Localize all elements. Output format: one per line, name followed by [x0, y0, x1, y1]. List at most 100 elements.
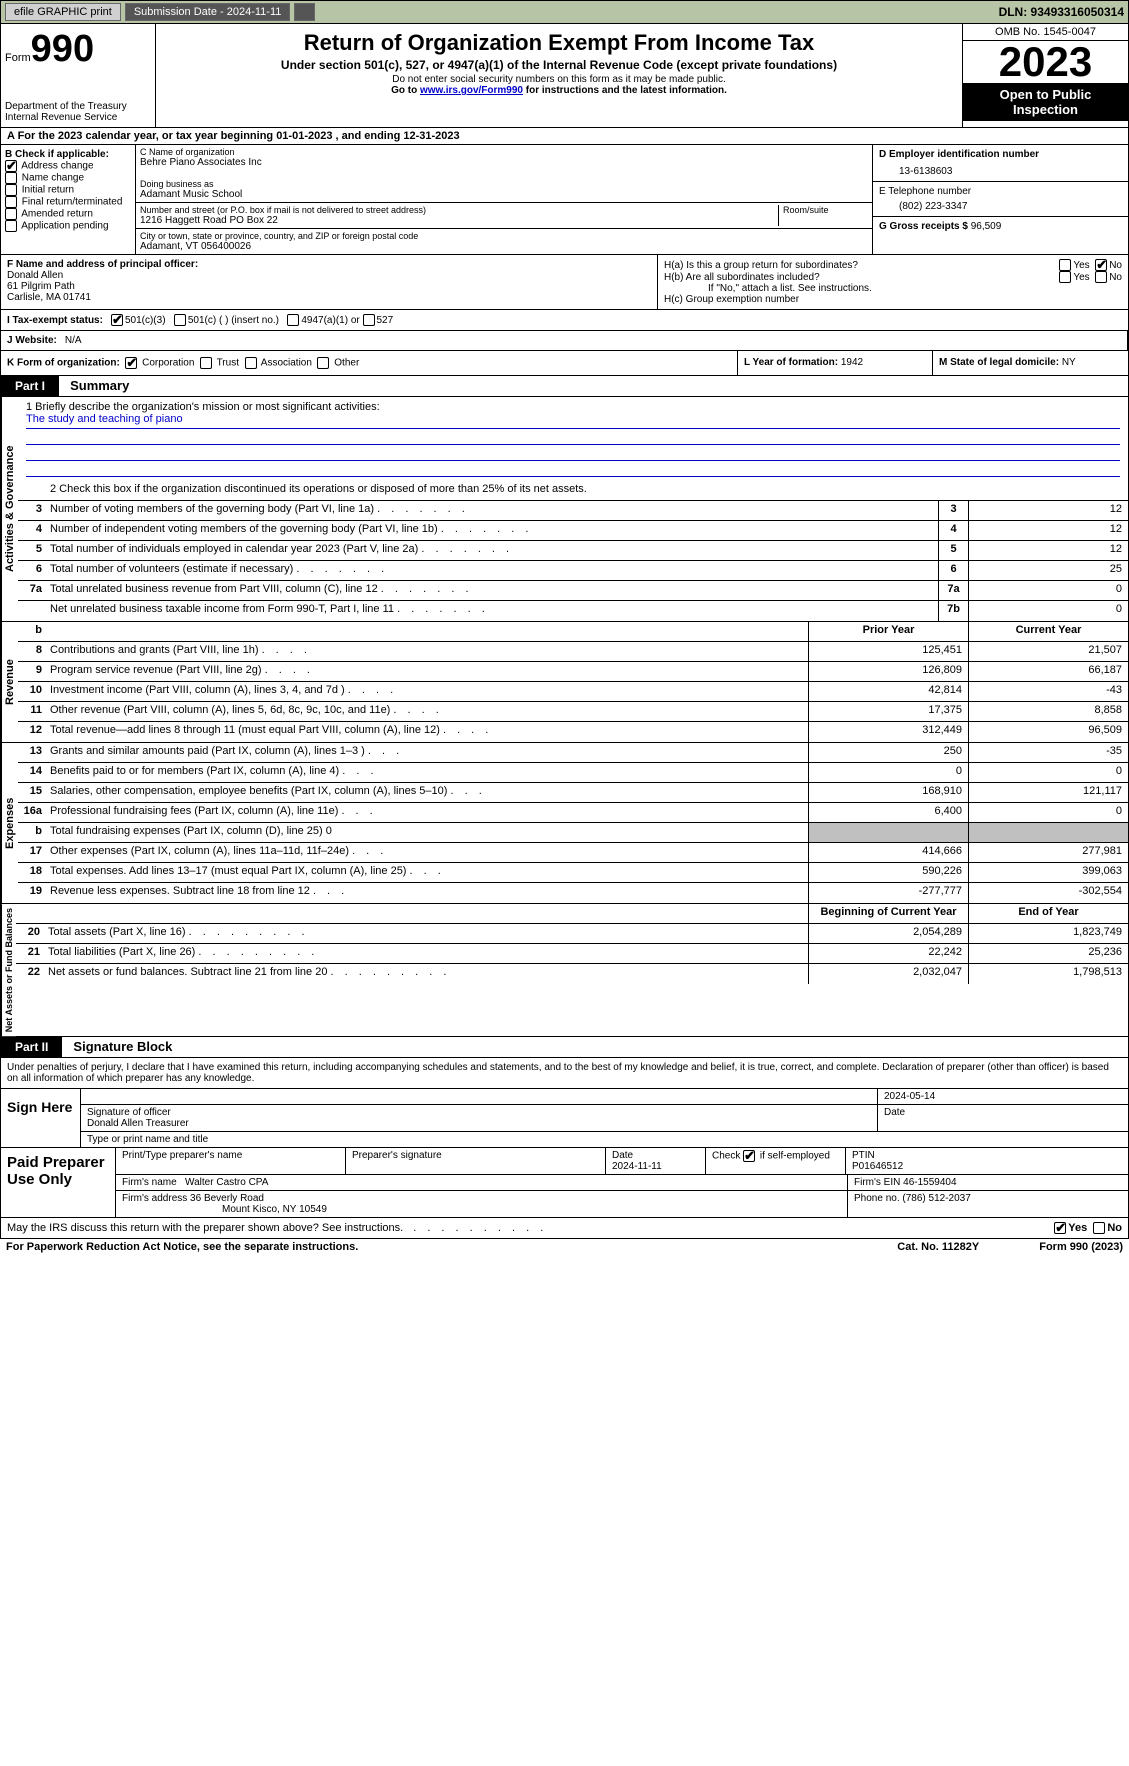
- row-i: I Tax-exempt status: 501(c)(3) 501(c) ( …: [0, 310, 1129, 331]
- summary-row: bTotal fundraising expenses (Part IX, co…: [18, 823, 1128, 843]
- officer-addr1: 61 Pilgrim Path: [7, 281, 651, 292]
- chk-hb-yes[interactable]: [1059, 271, 1071, 283]
- chk-hb-no[interactable]: [1095, 271, 1107, 283]
- summary-row: 8Contributions and grants (Part VIII, li…: [18, 642, 1128, 662]
- chk-501c[interactable]: [174, 314, 186, 326]
- summary-row: 18Total expenses. Add lines 13–17 (must …: [18, 863, 1128, 883]
- firm-addr1: 36 Beverly Road: [190, 1193, 264, 1204]
- part1-title: Summary: [62, 378, 129, 393]
- chk-501c3[interactable]: [111, 314, 123, 326]
- vert-net: Net Assets or Fund Balances: [1, 904, 16, 1036]
- form-ref: Form 990 (2023): [1039, 1241, 1123, 1253]
- website-value: N/A: [65, 335, 82, 346]
- summary-row: 6Total number of volunteers (estimate if…: [18, 561, 1128, 581]
- summary-rev: Revenue bPrior YearCurrent Year 8Contrib…: [0, 622, 1129, 743]
- chk-4947[interactable]: [287, 314, 299, 326]
- summary-row: 4Number of independent voting members of…: [18, 521, 1128, 541]
- summary-row: 13Grants and similar amounts paid (Part …: [18, 743, 1128, 763]
- row-j: J Website: N/A: [0, 331, 1129, 351]
- col-c: C Name of organizationBehre Piano Associ…: [136, 145, 873, 254]
- chk-corp[interactable]: [125, 357, 137, 369]
- summary-row: 20Total assets (Part X, line 16) . . . .…: [16, 924, 1128, 944]
- preparer-block: Paid Preparer Use Only Print/Type prepar…: [0, 1148, 1129, 1218]
- state-domicile: NY: [1062, 357, 1076, 368]
- row-fh: F Name and address of principal officer:…: [0, 255, 1129, 310]
- summary-row: 16aProfessional fundraising fees (Part I…: [18, 803, 1128, 823]
- chk-ha-yes[interactable]: [1059, 259, 1071, 271]
- chk-may-no[interactable]: [1093, 1222, 1105, 1234]
- cat-no: Cat. No. 11282Y: [897, 1241, 979, 1253]
- firm-phone: (786) 512-2037: [902, 1193, 970, 1204]
- paid-preparer-label: Paid Preparer Use Only: [1, 1148, 116, 1217]
- part2-bar: Part II Signature Block: [0, 1037, 1129, 1058]
- year-formation: 1942: [841, 357, 863, 368]
- chk-other[interactable]: [317, 357, 329, 369]
- topbar: efile GRAPHIC print Submission Date - 20…: [0, 0, 1129, 24]
- firm-addr2: Mount Kisco, NY 10549: [122, 1204, 327, 1215]
- officer-signature-name: Donald Allen Treasurer: [87, 1118, 189, 1129]
- summary-row: 5Total number of individuals employed in…: [18, 541, 1128, 561]
- ein-value: 13-6138603: [879, 160, 1122, 177]
- summary-row: 9Program service revenue (Part VIII, lin…: [18, 662, 1128, 682]
- summary-net: Net Assets or Fund Balances Beginning of…: [0, 904, 1129, 1037]
- chk-app-pending[interactable]: [5, 220, 17, 232]
- mission-text: The study and teaching of piano: [26, 413, 1120, 429]
- chk-name-change[interactable]: [5, 172, 17, 184]
- summary-row: 12Total revenue—add lines 8 through 11 (…: [18, 722, 1128, 742]
- efile-print-button[interactable]: efile GRAPHIC print: [5, 3, 121, 21]
- col-b: B Check if applicable: Address change Na…: [1, 145, 136, 254]
- chk-initial-return[interactable]: [5, 184, 17, 196]
- declaration: Under penalties of perjury, I declare th…: [0, 1058, 1129, 1089]
- chk-final-return[interactable]: [5, 196, 17, 208]
- chk-self-employed[interactable]: [743, 1150, 755, 1162]
- street-address: 1216 Haggett Road PO Box 22: [140, 215, 778, 226]
- footer: For Paperwork Reduction Act Notice, see …: [0, 1239, 1129, 1255]
- summary-row: 14Benefits paid to or for members (Part …: [18, 763, 1128, 783]
- summary-row: 19Revenue less expenses. Subtract line 1…: [18, 883, 1128, 903]
- sign-here-label: Sign Here: [1, 1089, 81, 1147]
- officer-addr2: Carlisle, MA 01741: [7, 292, 651, 303]
- chk-address-change[interactable]: [5, 160, 17, 172]
- summary-row: 7aTotal unrelated business revenue from …: [18, 581, 1128, 601]
- gross-receipts: 96,509: [971, 221, 1002, 232]
- vert-gov: Activities & Governance: [1, 397, 18, 621]
- part2-title: Signature Block: [65, 1039, 172, 1054]
- summary-row: 17Other expenses (Part IX, column (A), l…: [18, 843, 1128, 863]
- chk-assoc[interactable]: [245, 357, 257, 369]
- header-center: Return of Organization Exempt From Incom…: [156, 24, 963, 127]
- open-to-public: Open to Public Inspection: [963, 83, 1128, 121]
- ptin-value: P01646512: [852, 1161, 903, 1172]
- header-right: OMB No. 1545-0047 2023 Open to Public In…: [963, 24, 1128, 127]
- chk-ha-no[interactable]: [1095, 259, 1107, 271]
- paperwork-notice: For Paperwork Reduction Act Notice, see …: [6, 1241, 358, 1253]
- chk-527[interactable]: [363, 314, 375, 326]
- firm-ein: 46-1559404: [903, 1177, 956, 1188]
- officer-name: Donald Allen: [7, 270, 651, 281]
- summary-row: 22Net assets or fund balances. Subtract …: [16, 964, 1128, 984]
- org-name: Behre Piano Associates Inc: [140, 157, 868, 168]
- dept-text: Department of the Treasury Internal Reve…: [5, 101, 151, 123]
- form-header: Form990 Department of the Treasury Inter…: [0, 24, 1129, 128]
- part2-hdr: Part II: [1, 1037, 62, 1057]
- tax-year: 2023: [963, 41, 1128, 83]
- b-label: B Check if applicable:: [5, 149, 131, 160]
- summary-row: 10Investment income (Part VIII, column (…: [18, 682, 1128, 702]
- blank-button[interactable]: [294, 3, 315, 21]
- form-subtitle: Under section 501(c), 527, or 4947(a)(1)…: [160, 58, 958, 72]
- form-number: 990: [31, 28, 94, 70]
- vert-rev: Revenue: [1, 622, 18, 742]
- submission-date-button[interactable]: Submission Date - 2024-11-11: [125, 3, 291, 21]
- irs-link[interactable]: www.irs.gov/Form990: [420, 85, 523, 96]
- summary-row: 15Salaries, other compensation, employee…: [18, 783, 1128, 803]
- chk-may-yes[interactable]: [1054, 1222, 1066, 1234]
- chk-trust[interactable]: [200, 357, 212, 369]
- summary-gov: Activities & Governance 1 Briefly descri…: [0, 397, 1129, 622]
- form-title: Return of Organization Exempt From Incom…: [160, 30, 958, 56]
- chk-amended[interactable]: [5, 208, 17, 220]
- telephone: (802) 223-3347: [879, 197, 1122, 212]
- col-d: D Employer identification number13-61386…: [873, 145, 1128, 254]
- city-state-zip: Adamant, VT 056400026: [140, 241, 868, 252]
- form-label: Form: [5, 52, 31, 64]
- summary-row: Net unrelated business taxable income fr…: [18, 601, 1128, 621]
- row-a-tax-year: A For the 2023 calendar year, or tax yea…: [0, 128, 1129, 145]
